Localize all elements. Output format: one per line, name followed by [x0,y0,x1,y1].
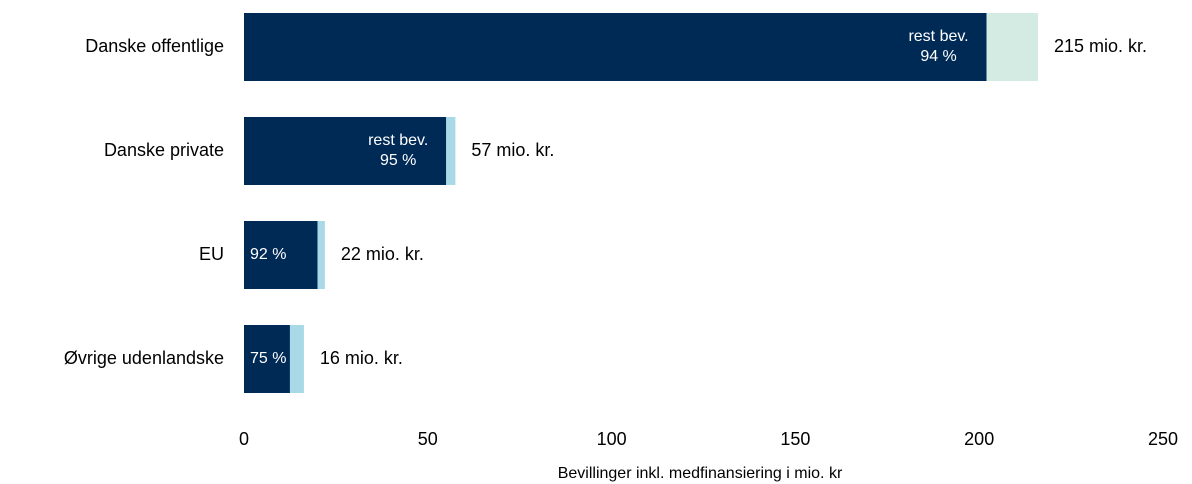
bar-segment [244,13,987,81]
bar-segment [244,117,447,185]
x-tick-label: 50 [418,429,438,449]
y-tick-label: EU [199,244,224,264]
bar-segment [244,221,318,289]
x-axis-title: Bevillinger inkl. medfinansiering i mio.… [558,465,843,482]
y-tick-label: Danske offentlige [85,36,224,56]
bar-segment [446,117,456,185]
bar-segment [244,325,290,393]
x-tick-label: 100 [597,429,627,449]
x-tick-label: 200 [964,429,994,449]
y-tick-label: Øvrige udenlandske [64,348,224,368]
bar-segment [317,221,325,289]
x-tick-label: 0 [239,429,249,449]
bar-segment [986,13,1039,81]
bar-label: 92 % [250,246,286,263]
bar-label: rest bev. [908,28,968,45]
y-tick-label: Danske private [104,140,224,160]
bar-label: 94 % [920,48,956,65]
total-label: 16 mio. kr. [320,348,403,368]
bar-label: 75 % [250,350,286,367]
bar-segment [289,325,304,393]
total-label: 215 mio. kr. [1054,36,1147,56]
bar-label: 95 % [380,152,416,169]
bar-label: rest bev. [368,132,428,149]
x-tick-label: 250 [1148,429,1178,449]
total-label: 57 mio. kr. [471,140,554,160]
x-tick-label: 150 [780,429,810,449]
total-label: 22 mio. kr. [341,244,424,264]
